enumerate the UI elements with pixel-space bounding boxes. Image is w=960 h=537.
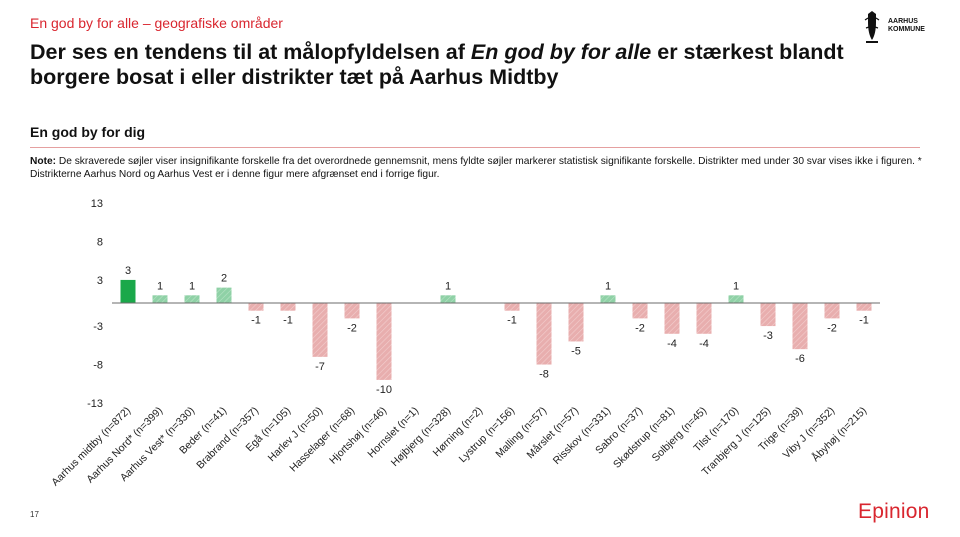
data-label: -2 xyxy=(635,322,645,334)
page-number: 17 xyxy=(30,510,39,519)
bar xyxy=(280,303,296,311)
bar xyxy=(152,295,168,303)
bar xyxy=(696,303,712,334)
x-tick-label: Lystrup (n=156) xyxy=(457,405,517,465)
data-label: -1 xyxy=(283,315,293,327)
data-label: 1 xyxy=(157,280,163,292)
bars xyxy=(120,279,872,380)
title-part-2: er stærkest blandt borgere bosat i eller… xyxy=(30,40,844,89)
bar xyxy=(632,303,648,319)
bar xyxy=(312,303,328,357)
x-axis-labels: Aarhus midtby (n=872)Aarhus Nord* (n=399… xyxy=(49,404,869,489)
data-label: -1 xyxy=(251,315,261,327)
title-emphasis: En god by for alle xyxy=(470,40,652,64)
data-label: -8 xyxy=(539,369,549,381)
title-part-1: Der ses en tendens til at målopfyldelsen… xyxy=(30,40,471,64)
data-label: 1 xyxy=(189,280,195,292)
data-label: -2 xyxy=(827,322,837,334)
data-label: 3 xyxy=(125,265,131,277)
y-axis-ticks: 13 8 3 -3 -8 -13 xyxy=(87,198,103,410)
page-title: Der ses en tendens til at målopfyldelsen… xyxy=(30,40,890,90)
bar xyxy=(760,303,776,327)
x-tick-label: Risskov (n=331) xyxy=(551,405,613,467)
bar xyxy=(376,303,392,380)
data-label: 1 xyxy=(445,280,451,292)
bar xyxy=(248,303,264,311)
logo-text: AARHUS KOMMUNE xyxy=(888,18,925,34)
bar xyxy=(344,303,360,319)
note-text: De skraverede søjler viser insignifikant… xyxy=(30,156,922,180)
brand-logo: Epinion xyxy=(858,500,930,523)
y-tick-label: -13 xyxy=(87,398,103,410)
bar xyxy=(536,303,552,365)
bar xyxy=(504,303,520,311)
data-label: 1 xyxy=(733,280,739,292)
data-label: -6 xyxy=(795,353,805,365)
logo-line-2: KOMMUNE xyxy=(888,26,925,33)
bar xyxy=(728,295,744,303)
bar xyxy=(824,303,840,319)
data-label: -5 xyxy=(571,345,581,357)
y-tick-label: 13 xyxy=(91,198,103,210)
data-label: -3 xyxy=(763,330,773,342)
bar xyxy=(792,303,808,350)
note-label: Note: xyxy=(30,156,57,167)
bar xyxy=(440,295,456,303)
x-tick-label: Hjortshøj (n=46) xyxy=(327,405,389,467)
data-label: 1 xyxy=(605,280,611,292)
bar xyxy=(216,287,232,303)
bar xyxy=(664,303,680,334)
bar xyxy=(120,279,136,303)
bar xyxy=(856,303,872,311)
value-labels: 3 1 1 2 -1 -1 -7 -2 -10 1 -1 -8 -5 1 -2 -4 -4 1 -3 -6 -2 -1 xyxy=(125,265,869,396)
data-label: -7 xyxy=(315,361,325,373)
bar xyxy=(184,295,200,303)
section-kicker: En god by for alle – geografiske områder xyxy=(30,15,283,31)
logo-line-1: AARHUS xyxy=(888,18,918,25)
data-label: -1 xyxy=(507,315,517,327)
x-tick-label: Åbyhøj (n=215) xyxy=(809,404,869,464)
data-label: -1 xyxy=(859,315,869,327)
divider xyxy=(30,147,920,148)
bar xyxy=(568,303,584,342)
data-label: -2 xyxy=(347,322,357,334)
data-label: -4 xyxy=(699,338,709,350)
y-tick-label: 3 xyxy=(97,275,103,287)
data-label: -10 xyxy=(376,384,392,396)
y-tick-label: -3 xyxy=(93,321,103,333)
aarhus-seal-icon xyxy=(864,11,880,43)
bar xyxy=(600,295,616,303)
chart-note: Note: De skraverede søjler viser insigni… xyxy=(30,155,925,181)
data-label: -4 xyxy=(667,338,677,350)
y-tick-label: -8 xyxy=(93,360,103,372)
section-title: En god by for dig xyxy=(30,124,146,140)
data-label: 2 xyxy=(221,273,227,285)
y-tick-label: 8 xyxy=(97,236,103,248)
